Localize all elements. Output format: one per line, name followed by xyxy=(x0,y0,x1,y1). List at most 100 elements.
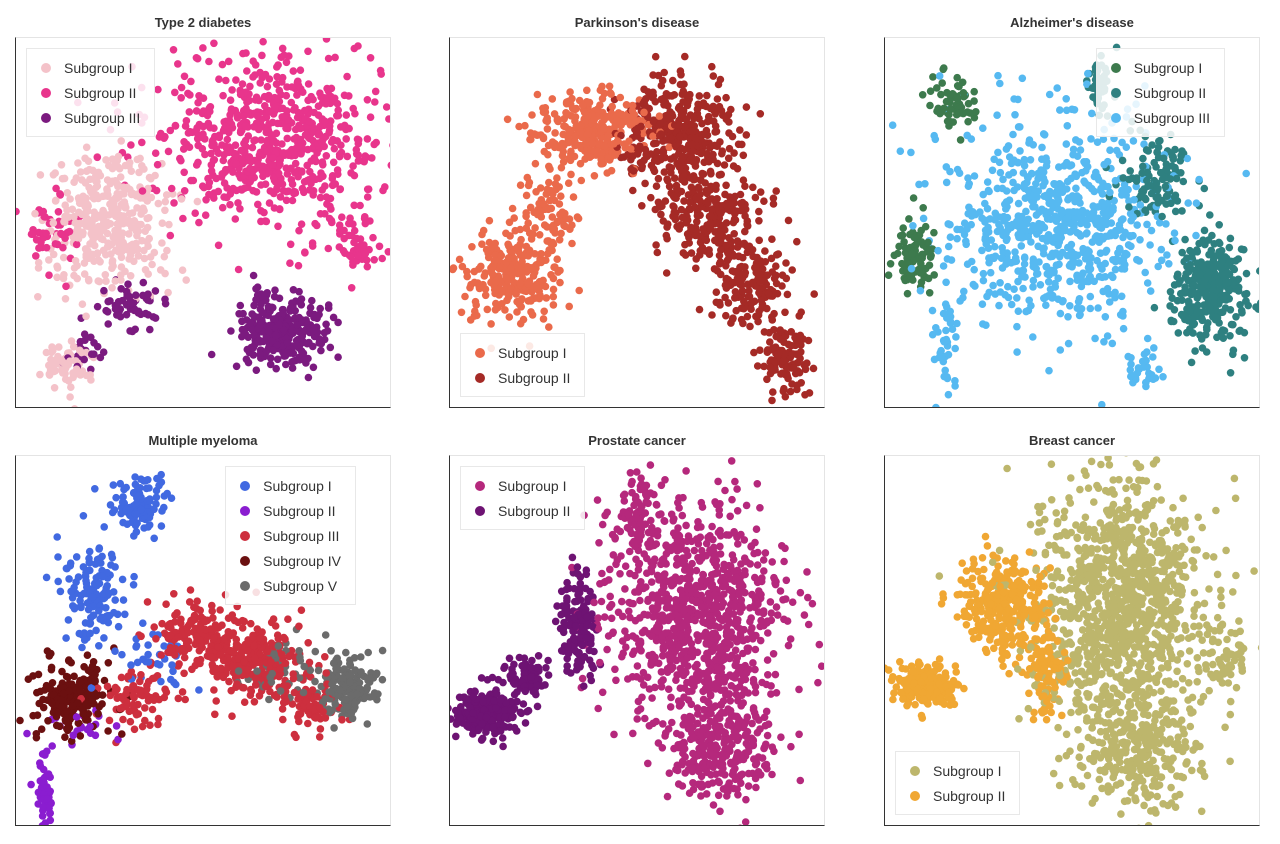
data-point xyxy=(1020,155,1029,164)
data-point xyxy=(727,105,735,114)
data-point xyxy=(655,112,664,120)
data-point xyxy=(225,677,233,686)
data-point xyxy=(739,176,748,184)
data-point xyxy=(174,60,182,68)
data-point xyxy=(214,241,223,250)
data-point xyxy=(1073,152,1082,160)
data-point xyxy=(250,698,259,706)
data-point xyxy=(143,598,152,606)
data-point xyxy=(152,186,161,195)
data-point xyxy=(967,257,976,266)
data-point xyxy=(136,154,144,163)
data-point xyxy=(60,359,68,367)
data-point xyxy=(125,209,134,218)
data-point xyxy=(572,104,581,113)
data-point xyxy=(182,117,191,125)
data-point xyxy=(322,152,331,160)
data-point xyxy=(1133,369,1142,377)
data-point xyxy=(797,379,805,387)
data-point xyxy=(1232,313,1240,321)
data-point xyxy=(767,254,776,263)
data-point xyxy=(680,197,688,205)
data-point xyxy=(745,287,753,295)
data-point xyxy=(1157,256,1166,265)
data-point xyxy=(781,371,790,379)
data-point xyxy=(498,300,506,308)
data-point xyxy=(1242,297,1250,305)
data-point xyxy=(1143,220,1151,229)
data-point xyxy=(536,291,544,299)
data-point xyxy=(932,403,940,407)
data-point xyxy=(205,178,214,187)
data-point xyxy=(117,276,125,284)
data-point xyxy=(198,145,207,153)
data-point xyxy=(90,241,99,250)
data-point xyxy=(114,220,122,229)
data-point xyxy=(87,219,96,227)
data-point xyxy=(36,171,45,179)
data-point xyxy=(1018,74,1027,83)
data-point xyxy=(801,365,810,374)
data-point xyxy=(517,266,526,275)
data-point xyxy=(321,117,329,126)
data-point xyxy=(185,143,194,151)
data-point xyxy=(793,385,801,394)
data-point xyxy=(313,149,321,157)
data-point xyxy=(1224,261,1232,270)
data-point xyxy=(649,132,657,140)
data-point xyxy=(325,214,334,223)
data-point xyxy=(963,225,971,233)
data-point xyxy=(1096,186,1105,195)
data-point xyxy=(1054,241,1062,250)
data-point xyxy=(299,88,307,96)
data-point xyxy=(769,388,777,396)
data-point xyxy=(282,360,290,369)
data-point xyxy=(1130,196,1138,204)
data-point xyxy=(249,271,258,280)
data-point xyxy=(576,159,585,168)
data-point xyxy=(930,355,939,364)
data-point xyxy=(588,139,597,148)
chart-title: Type 2 diabetes xyxy=(154,15,252,30)
data-point xyxy=(72,357,80,365)
data-point xyxy=(372,138,381,147)
data-point xyxy=(93,250,101,258)
data-point xyxy=(705,157,713,166)
data-point xyxy=(1226,306,1235,314)
data-point xyxy=(921,222,930,231)
data-point xyxy=(988,166,997,175)
data-point xyxy=(71,219,80,227)
data-point xyxy=(326,343,335,352)
data-point xyxy=(138,138,146,147)
data-point xyxy=(548,95,557,103)
data-point xyxy=(127,141,135,149)
data-point xyxy=(484,253,493,262)
data-point xyxy=(569,193,578,201)
legend-label: Subgroup I xyxy=(64,59,133,76)
data-point xyxy=(1133,221,1141,229)
data-point xyxy=(783,290,792,299)
data-point xyxy=(1026,156,1035,164)
data-point xyxy=(111,208,120,216)
data-point xyxy=(729,218,738,227)
data-point xyxy=(1085,247,1093,256)
data-point xyxy=(565,154,573,163)
data-point xyxy=(497,251,506,260)
data-point xyxy=(477,262,485,271)
data-point xyxy=(736,126,744,134)
data-point xyxy=(80,355,88,364)
data-point xyxy=(27,780,35,789)
data-point xyxy=(1235,327,1243,336)
data-point xyxy=(51,197,60,205)
data-point xyxy=(937,90,945,99)
data-point xyxy=(193,197,202,206)
data-point xyxy=(617,131,625,140)
data-point xyxy=(693,218,701,226)
data-point xyxy=(233,110,242,119)
data-point xyxy=(978,246,986,255)
data-point xyxy=(258,316,266,325)
data-point xyxy=(951,344,959,353)
data-point xyxy=(481,291,490,300)
data-point xyxy=(1177,169,1185,177)
data-point xyxy=(103,308,112,316)
